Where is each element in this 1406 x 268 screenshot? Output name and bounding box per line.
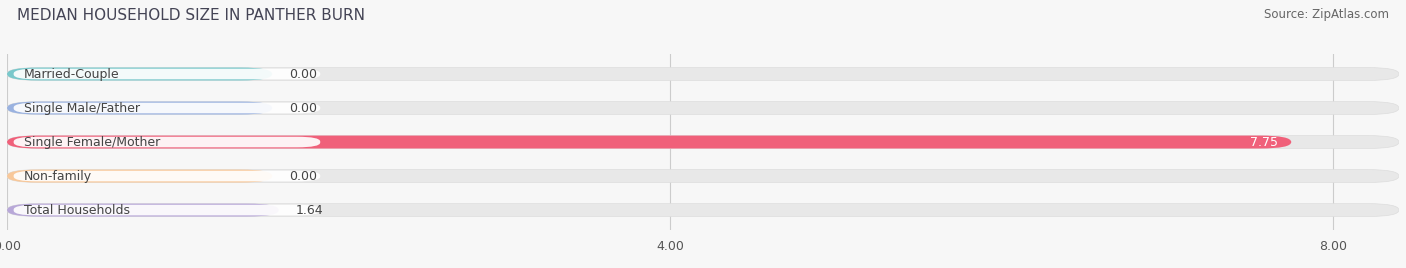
FancyBboxPatch shape xyxy=(7,204,1399,217)
Text: Source: ZipAtlas.com: Source: ZipAtlas.com xyxy=(1264,8,1389,21)
FancyBboxPatch shape xyxy=(7,136,1399,148)
Text: 0.00: 0.00 xyxy=(288,102,316,114)
FancyBboxPatch shape xyxy=(14,137,321,147)
FancyBboxPatch shape xyxy=(7,170,273,183)
FancyBboxPatch shape xyxy=(7,204,278,217)
Text: MEDIAN HOUSEHOLD SIZE IN PANTHER BURN: MEDIAN HOUSEHOLD SIZE IN PANTHER BURN xyxy=(17,8,366,23)
FancyBboxPatch shape xyxy=(7,170,1399,183)
FancyBboxPatch shape xyxy=(14,103,321,113)
Text: 7.75: 7.75 xyxy=(1250,136,1278,148)
FancyBboxPatch shape xyxy=(7,136,1291,148)
Text: 0.00: 0.00 xyxy=(288,170,316,183)
Text: 0.00: 0.00 xyxy=(288,68,316,80)
FancyBboxPatch shape xyxy=(7,102,273,114)
FancyBboxPatch shape xyxy=(14,69,321,79)
Text: Total Households: Total Households xyxy=(24,204,129,217)
Text: 1.64: 1.64 xyxy=(295,204,323,217)
FancyBboxPatch shape xyxy=(7,68,273,80)
Text: Married-Couple: Married-Couple xyxy=(24,68,120,80)
FancyBboxPatch shape xyxy=(7,68,1399,80)
Text: Single Female/Mother: Single Female/Mother xyxy=(24,136,160,148)
Text: Single Male/Father: Single Male/Father xyxy=(24,102,139,114)
FancyBboxPatch shape xyxy=(14,171,321,181)
Text: Non-family: Non-family xyxy=(24,170,91,183)
FancyBboxPatch shape xyxy=(14,205,321,215)
FancyBboxPatch shape xyxy=(7,102,1399,114)
